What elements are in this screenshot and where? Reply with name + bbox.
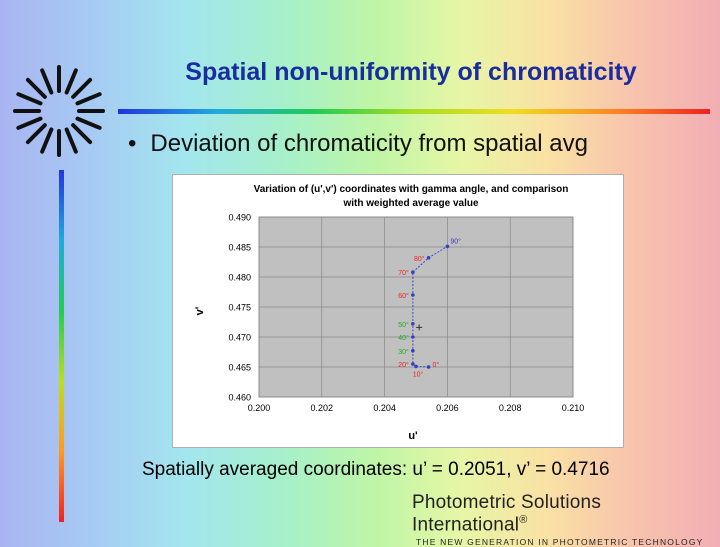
chart-title-line-2: with weighted average value	[342, 198, 478, 209]
x-tick-label: 0.200	[248, 403, 271, 413]
sunburst-logo-icon	[13, 65, 105, 157]
title-divider	[118, 109, 710, 114]
y-tick-label: 0.465	[228, 363, 251, 373]
data-point	[411, 335, 415, 339]
point-label: 80°	[414, 255, 425, 263]
burst-ray	[25, 77, 47, 99]
logo-tagline: The new generation in photometric techno…	[416, 537, 704, 547]
burst-ray	[75, 92, 102, 106]
data-point	[445, 244, 450, 249]
y-tick-label: 0.490	[228, 213, 251, 223]
point-label: 60°	[398, 292, 409, 300]
x-tick-label: 0.210	[562, 403, 585, 413]
data-point	[411, 270, 415, 274]
burst-ray	[64, 127, 78, 154]
x-axis-label: u'	[408, 430, 418, 442]
data-point	[414, 364, 418, 369]
point-label: 20°	[398, 361, 409, 369]
burst-ray	[71, 77, 93, 99]
y-tick-label: 0.480	[228, 273, 251, 283]
left-accent-bar	[59, 170, 64, 522]
data-point	[426, 256, 431, 260]
y-axis-label: v'	[194, 306, 206, 315]
point-label: 0°	[433, 361, 440, 369]
burst-ray	[16, 92, 43, 106]
point-label: 90°	[450, 237, 461, 245]
y-tick-label: 0.475	[228, 303, 251, 313]
burst-ray	[16, 116, 43, 130]
x-tick-label: 0.206	[436, 403, 459, 413]
series-line	[412, 246, 448, 368]
burst-ray	[64, 68, 78, 95]
burst-ray	[40, 68, 54, 95]
company-logo: Photometric Solutions International® The…	[412, 492, 720, 547]
bullet-dot: •	[128, 130, 137, 157]
burst-ray	[40, 127, 54, 154]
chart-image: Variation of (u',v') coordinates with ga…	[172, 174, 624, 448]
data-point	[411, 362, 415, 366]
chart-title-line-1: Variation of (u',v') coordinates with ga…	[254, 184, 569, 195]
chromaticity-chart: Variation of (u',v') coordinates with ga…	[194, 184, 585, 442]
x-tick-label: 0.204	[373, 403, 396, 413]
point-label: 40°	[398, 334, 409, 342]
bullet-text: Deviation of chromaticity from spatial a…	[150, 130, 588, 157]
data-point	[411, 322, 415, 326]
y-tick-label: 0.460	[228, 393, 251, 403]
burst-ray	[71, 123, 93, 145]
point-label: 70°	[398, 269, 409, 277]
point-label: 30°	[398, 348, 409, 356]
bullet-item: • Deviation of chromaticity from spatial …	[128, 130, 588, 158]
point-label: 10°	[413, 370, 424, 378]
slide-title: Spatial non-uniformity of chromaticity	[185, 58, 637, 86]
y-tick-label: 0.485	[228, 243, 251, 253]
logo-name: Photometric Solutions International	[412, 492, 602, 536]
average-caption: Spatially averaged coordinates: u’ = 0.2…	[142, 459, 610, 480]
data-point	[426, 365, 431, 369]
registered-mark: ®	[519, 514, 528, 526]
burst-ray	[75, 116, 102, 130]
data-point	[411, 349, 415, 353]
point-label: 50°	[398, 321, 409, 329]
burst-ray	[25, 123, 47, 145]
data-point	[411, 293, 415, 297]
x-tick-label: 0.202	[311, 403, 334, 413]
y-tick-label: 0.470	[228, 333, 251, 343]
x-tick-label: 0.208	[499, 403, 522, 413]
